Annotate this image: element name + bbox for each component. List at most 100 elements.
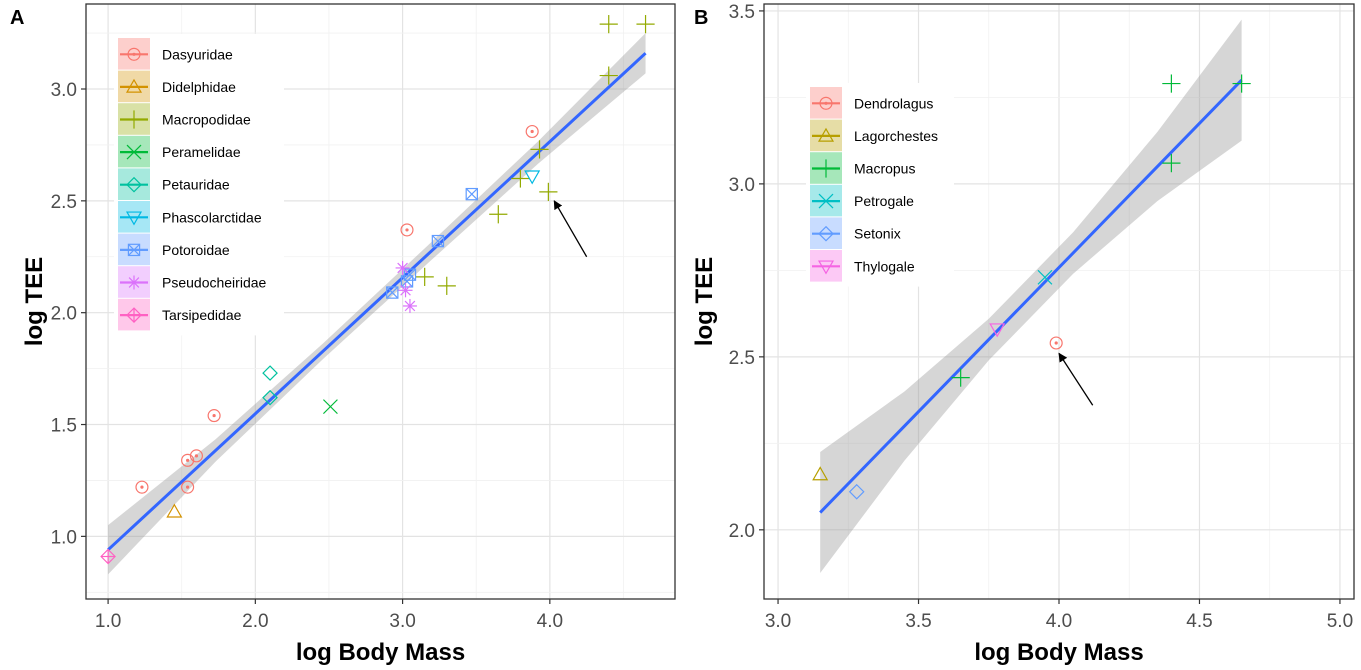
panel-a: A 1.0 2.0 3.0 4.0 1.0 1.5 2.0 2.5 3.0 log Body Mas… [10,3,676,666]
y-tick-label: 2.5 [729,348,755,369]
marker-dot [405,228,409,232]
marker-cross-b [323,399,338,415]
data-point [415,267,434,286]
data-point [812,466,829,481]
marker-ring [181,480,195,494]
marker-ast-b [404,300,416,312]
legend-key [810,87,842,119]
data-point [262,365,278,381]
marker-ring [400,223,414,237]
data-point [489,205,508,224]
regression-line [107,52,647,551]
y-tick-label: 3.0 [51,80,77,101]
legend-key-marker [817,260,835,275]
marker-ring [819,96,833,110]
data-point [135,480,149,494]
legend: Dendrolagus Lagorchestes Macropus Petrogale… [806,83,954,287]
data-point [400,275,414,288]
legend-key-marker [124,110,144,129]
legend-key [118,233,150,266]
marker-square [127,243,141,257]
legend-key-marker [818,225,834,242]
marker-square [465,187,478,201]
legend-key [810,184,842,217]
legend-label: Macropus [854,161,915,177]
marker-square [431,234,445,248]
y-axis-title: log TEE [691,257,718,346]
marker-square-b [127,243,141,256]
legend-key-marker [127,243,141,257]
legend-key [810,217,842,249]
data-point [431,234,445,248]
x-tick-label: 4.0 [1046,611,1072,632]
data-point [100,548,116,565]
y-tick-label: 2.5 [51,192,77,213]
data-point [181,453,195,467]
marker-ast-b [397,262,408,274]
data-point [539,182,558,201]
data-point [395,260,410,275]
gridlines [764,4,1354,599]
x-tick-label: 4.5 [1186,611,1212,632]
y-tick-label: 3.0 [729,175,755,196]
legend-label: Pseudocheiridae [162,275,267,291]
marker-dot [132,52,136,56]
marker-square-b [386,286,399,299]
x-tick-label: 3.0 [765,611,791,632]
legend-key [810,250,842,282]
panel-b: B 3.0 3.5 4.0 4.5 5.0 2.0 2.5 3.0 3.5 log Body Mas… [691,2,1355,666]
legend-label: Potoroidae [162,242,230,258]
data-point [437,276,456,295]
marker-square [403,268,417,281]
data-point [848,483,865,500]
x-tick-label: 4.0 [537,611,563,632]
data-point [189,449,203,463]
data-points [100,15,655,565]
legend-label: Dasyuridae [162,46,233,62]
legend-key [118,135,150,168]
marker-triangle [817,127,835,142]
legend-key-marker [127,47,141,61]
marker-dot [1054,341,1058,345]
marker-triangle-down [125,211,143,226]
marker-cross-b [126,144,142,160]
x-axis-title: log Body Mass [974,639,1143,666]
legend-label: Macropodidae [162,112,251,128]
legend-label: Phascolarctidae [162,209,262,225]
legend-key-marker [816,159,836,178]
marker-ring [207,409,221,423]
x-tick-label: 2.0 [242,611,268,632]
data-point [400,223,414,237]
data-point [636,15,655,34]
marker-cross-b [818,193,834,209]
marker-ring [135,480,149,494]
confidence-band [108,33,646,575]
panel-letter: B [694,7,708,29]
marker-diamond [126,176,142,193]
marker-ring [181,453,195,467]
marker-diamond [818,225,834,242]
marker-ring [1049,336,1063,350]
marker-ring [127,47,141,61]
legend-label: Petauridae [162,177,230,193]
legend-label: Peramelidae [162,144,241,160]
legend-key-marker [126,176,142,193]
data-point [1162,74,1181,93]
data-point [207,409,221,423]
y-tick-label: 3.5 [729,2,755,23]
data-point [511,169,530,188]
legend-key [810,119,842,152]
legend-key-marker [819,96,833,110]
marker-diamond [262,365,278,381]
legend-key-marker [126,144,142,160]
legend-key-marker [818,193,834,209]
legend-key [118,70,150,103]
marker-dot [194,454,199,458]
data-point [166,503,183,518]
y-tick-label: 2.0 [51,304,77,325]
x-tick-label: 1.0 [95,611,121,632]
data-point [402,298,417,313]
marker-diamond [262,389,278,406]
y-tick-label: 2.0 [729,521,755,542]
